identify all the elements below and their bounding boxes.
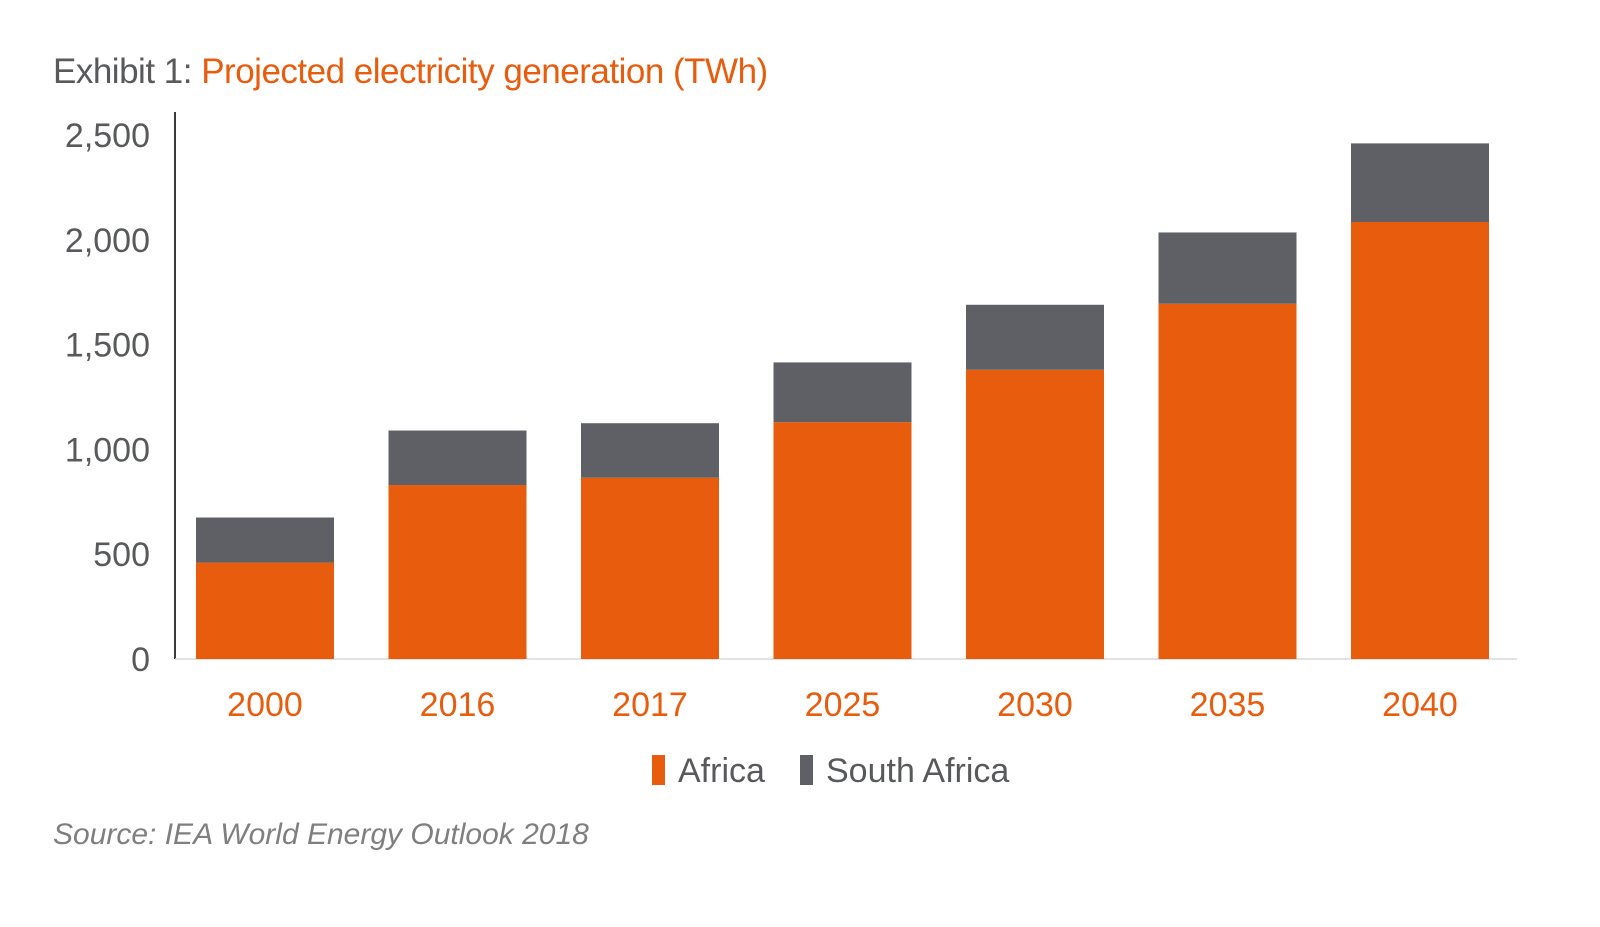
bar-africa-2000 bbox=[196, 562, 334, 659]
chart-title-prefix: Exhibit 1: bbox=[53, 52, 202, 91]
x-tick-label: 2016 bbox=[420, 686, 496, 724]
y-tick-label: 2,500 bbox=[65, 117, 150, 155]
x-axis-labels: 2000 2016 2017 2025 2030 2035 2040 bbox=[227, 686, 1458, 724]
legend-label-south-africa: South Africa bbox=[826, 752, 1009, 790]
bar-south-africa-2016 bbox=[388, 430, 527, 486]
y-tick-label: 2,000 bbox=[65, 222, 150, 260]
bar-south-africa-2030 bbox=[966, 304, 1104, 370]
bar-south-africa-2040 bbox=[1351, 143, 1489, 222]
bar-africa-2016 bbox=[388, 485, 527, 659]
bars bbox=[196, 143, 1489, 659]
source-note: Source: IEA World Energy Outlook 2018 bbox=[53, 818, 589, 851]
bar-south-africa-2035 bbox=[1158, 232, 1297, 304]
bar-africa-2035 bbox=[1158, 303, 1297, 659]
x-tick-label: 2017 bbox=[612, 686, 688, 724]
bar-africa-2030 bbox=[966, 369, 1104, 659]
y-tick-label: 1,000 bbox=[65, 431, 150, 469]
x-tick-label: 2025 bbox=[805, 686, 881, 724]
bar-south-africa-2017 bbox=[581, 423, 719, 478]
chart-title: Exhibit 1: Projected electricity generat… bbox=[53, 52, 768, 92]
x-tick-label: 2000 bbox=[227, 686, 303, 724]
y-tick-label: 1,500 bbox=[65, 327, 150, 365]
y-tick-label: 500 bbox=[93, 536, 150, 574]
bar-africa-2040 bbox=[1351, 221, 1489, 659]
chart-title-main: Projected electricity generation (TWh) bbox=[201, 52, 768, 91]
bar-africa-2017 bbox=[581, 477, 719, 659]
bar-africa-2025 bbox=[773, 422, 912, 659]
x-tick-label: 2035 bbox=[1190, 686, 1266, 724]
x-tick-label: 2040 bbox=[1382, 686, 1458, 724]
legend: Africa South Africa bbox=[652, 752, 1009, 790]
legend-label-africa: Africa bbox=[678, 752, 765, 790]
legend-swatch-south-africa bbox=[800, 755, 813, 785]
bar-south-africa-2025 bbox=[773, 362, 912, 423]
bar-south-africa-2000 bbox=[196, 517, 334, 563]
y-axis: 0 500 1,000 1,500 2,000 2,500 bbox=[65, 112, 1517, 679]
x-tick-label: 2030 bbox=[997, 686, 1073, 724]
y-tick-label: 0 bbox=[131, 641, 150, 679]
legend-swatch-africa bbox=[652, 755, 665, 785]
